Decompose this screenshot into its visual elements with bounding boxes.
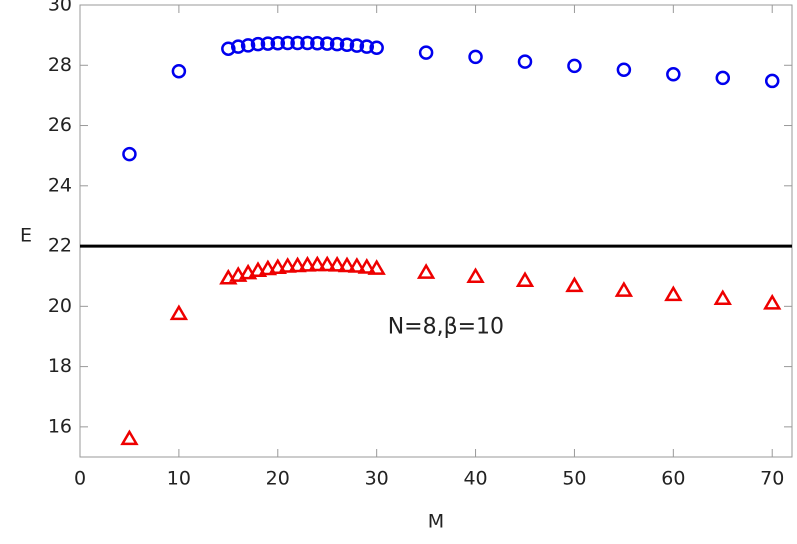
point [416,263,436,279]
point [337,256,357,273]
point [763,293,782,310]
point [515,271,535,287]
point [260,36,276,51]
point [278,257,297,273]
point [764,73,780,89]
point [318,255,337,272]
point [238,263,258,280]
point [664,285,683,302]
point [290,35,305,51]
point [122,146,137,162]
y-axis-label: E [20,225,32,247]
x-axis-label: M [428,511,444,533]
x-tick-label: 50 [562,468,586,490]
point [567,58,582,74]
x-tick-label: 60 [661,468,685,490]
point [367,259,386,275]
point [229,266,248,282]
point [359,39,375,54]
point [300,35,315,51]
y-tick-label: 18 [48,355,72,377]
point [418,45,434,60]
point [230,39,246,54]
x-tick-label: 20 [266,468,290,490]
point [666,67,681,82]
x-tick-label: 10 [167,468,191,490]
point [466,267,485,284]
point [616,62,632,78]
point [268,258,287,275]
point [347,257,367,273]
point [221,41,236,56]
y-tick-label: 24 [48,174,72,196]
x-tick-label: 0 [74,468,86,490]
point [614,281,634,297]
point [280,35,295,51]
point [319,36,335,51]
y-tick-label: 20 [48,295,72,317]
point [258,259,278,276]
point [310,36,325,51]
y-tick-label: 26 [48,114,72,136]
point [327,255,347,272]
point [298,255,317,272]
plot-frame [79,4,793,458]
annotation: N=8,β=10 [388,314,504,339]
point [357,257,376,274]
point [468,49,483,65]
point [250,36,266,52]
point [308,255,327,272]
point [270,36,286,51]
point [339,37,355,53]
point [288,256,307,273]
point [120,429,139,446]
y-tick-label: 30 [48,0,72,16]
point [369,40,384,56]
point [329,36,345,52]
point [169,304,189,321]
y-tick-label: 16 [48,415,72,437]
point [715,70,731,86]
point [349,38,365,53]
point [240,38,256,53]
point [565,276,584,293]
x-tick-label: 40 [463,468,487,490]
y-tick-label: 22 [48,235,72,257]
x-tick-label: 30 [365,468,389,490]
point [713,289,732,306]
point [248,261,268,278]
y-tick-label: 28 [48,54,72,76]
point [171,64,187,79]
x-tick-label: 70 [760,468,784,490]
point [517,54,533,69]
